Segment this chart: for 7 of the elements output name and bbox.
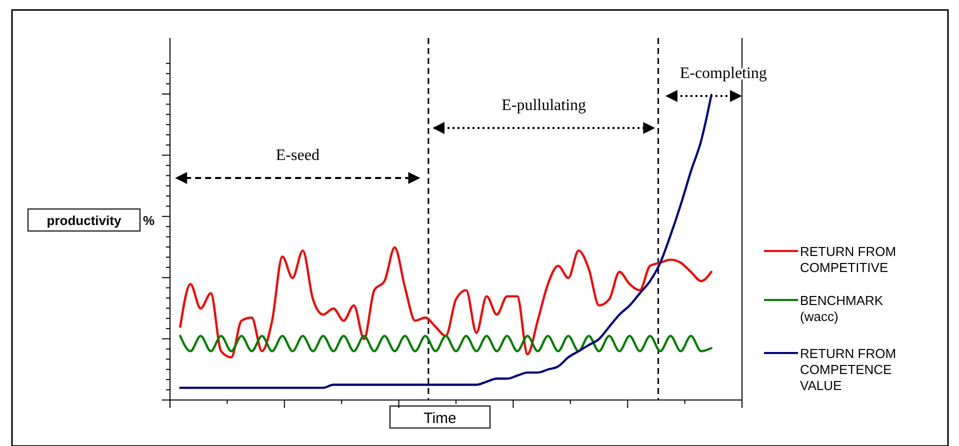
annotation: E-pullulating [502, 97, 586, 114]
legend-label: RETURN FROM COMPETENCE VALUE [800, 346, 896, 393]
text: productivity % [46, 213, 155, 228]
x-axis-title: Time [424, 410, 456, 427]
legend-label: BENCHMARK (wacc) [800, 293, 884, 324]
legend-label: RETURN FROM COMPETITIVE [800, 244, 896, 275]
annotation: E-seed [276, 147, 320, 164]
